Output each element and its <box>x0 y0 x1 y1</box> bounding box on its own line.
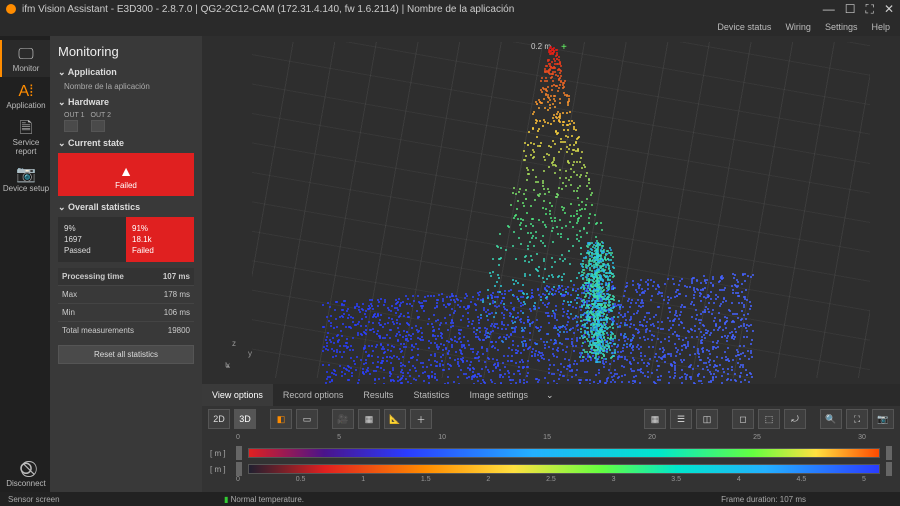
pointcloud-canvas[interactable]: 0.2 m + z y x ↳ <box>202 36 900 384</box>
toggle-2d[interactable]: 2D <box>208 409 230 429</box>
panel-title: Monitoring <box>58 44 194 59</box>
tool-select-icon[interactable]: ▭ <box>296 409 318 429</box>
disconnect-icon: ⭘⃠ <box>2 461 50 479</box>
status-frame-duration: Frame duration: 107 ms <box>721 495 806 504</box>
menu-bar: Device status Wiring Settings Help <box>0 18 900 36</box>
view-list-icon[interactable]: ☰ <box>670 409 692 429</box>
tool-camera-icon[interactable]: 🎥 <box>332 409 354 429</box>
tab-image-settings[interactable]: Image settings <box>459 384 538 406</box>
status-left: Sensor screen <box>8 495 198 504</box>
row-min: Min106 ms <box>58 303 194 321</box>
menu-help[interactable]: Help <box>871 22 890 32</box>
color-scales: 051015202530 [ m ] [ m ] 00.511.522.533.… <box>202 432 900 492</box>
scale-handle-right[interactable] <box>886 446 892 460</box>
fullscreen-button[interactable]: ⛶ <box>866 2 874 17</box>
view-cube-icon[interactable]: ⬚ <box>758 409 780 429</box>
rail-service-report[interactable]: 🗎 Service report <box>0 114 50 160</box>
tool-grid-icon[interactable]: ▦ <box>358 409 380 429</box>
app-icon <box>6 4 16 14</box>
view-split-icon[interactable]: ◫ <box>696 409 718 429</box>
monitor-icon: 🖵 <box>2 46 50 64</box>
row-proc-time: Processing time107 ms <box>58 268 194 285</box>
menu-wiring[interactable]: Wiring <box>785 22 811 32</box>
title-bar: ifm Vision Assistant - E3D300 - 2.8.7.0 … <box>0 0 900 18</box>
reset-stats-button[interactable]: Reset all statistics <box>58 345 194 364</box>
close-button[interactable]: ✕ <box>884 2 894 17</box>
menu-settings[interactable]: Settings <box>825 22 858 32</box>
scale-bottom-bar[interactable] <box>248 464 880 474</box>
tool-add-icon[interactable]: ＋ <box>410 409 432 429</box>
report-icon: 🗎 <box>2 120 50 138</box>
minimize-button[interactable]: — <box>823 2 835 17</box>
zoom-icon[interactable]: 🔍 <box>820 409 842 429</box>
section-application[interactable]: Application <box>58 67 194 78</box>
tool-cube-icon[interactable]: ◧ <box>270 409 292 429</box>
scale-handle-left[interactable] <box>236 446 242 460</box>
tabs-collapse-icon[interactable]: ⌄ <box>538 390 562 401</box>
toggle-3d[interactable]: 3D <box>234 409 256 429</box>
rail-application[interactable]: A⁞ Application <box>0 77 50 114</box>
state-failed-banner: ▲ Failed <box>58 153 194 196</box>
window-title: ifm Vision Assistant - E3D300 - 2.8.7.0 … <box>22 4 823 15</box>
maximize-button[interactable]: ☐ <box>845 2 856 17</box>
rail-monitor[interactable]: 🖵 Monitor <box>0 40 50 77</box>
view-grid-icon[interactable]: ▦ <box>644 409 666 429</box>
rail-device-setup[interactable]: 📷 Device setup <box>0 160 50 197</box>
left-rail: 🖵 Monitor A⁞ Application 🗎 Service repor… <box>0 36 50 492</box>
stats-failed: 91%18.1kFailed <box>126 217 194 262</box>
scale-top-ticks: 051015202530 <box>236 434 866 444</box>
row-max: Max178 ms <box>58 285 194 303</box>
scale2-handle-right[interactable] <box>886 462 892 476</box>
menu-device-status[interactable]: Device status <box>717 22 771 32</box>
row-total: Total measurements19800 <box>58 321 194 339</box>
section-overall-stats[interactable]: Overall statistics <box>58 202 194 213</box>
viewer-tabs: View options Record options Results Stat… <box>202 384 900 406</box>
view-box-icon[interactable]: ◻ <box>732 409 754 429</box>
scale-top-bar[interactable] <box>248 448 880 458</box>
section-current-state[interactable]: Current state <box>58 138 194 149</box>
status-bar: Sensor screen Normal temperature. Frame … <box>0 492 900 506</box>
tab-record-options[interactable]: Record options <box>273 384 354 406</box>
monitoring-panel: Monitoring Application Nombre de la apli… <box>50 36 202 492</box>
tab-statistics[interactable]: Statistics <box>403 384 459 406</box>
tool-measure-icon[interactable]: 📐 <box>384 409 406 429</box>
out2-indicator: OUT 2 <box>91 112 112 132</box>
tab-results[interactable]: Results <box>353 384 403 406</box>
application-name: Nombre de la aplicación <box>58 82 194 91</box>
view-rotate-icon[interactable]: ⤾ <box>784 409 806 429</box>
fit-icon[interactable]: ⛶ <box>846 409 868 429</box>
viewer-toolbar: 2D 3D ◧ ▭ 🎥 ▦ 📐 ＋ ▦ ☰ ◫ ◻ ⬚ ⤾ 🔍 ⛶ 📷 <box>202 406 900 432</box>
viewer-area: 0.2 m + z y x ↳ View options Record opti… <box>202 36 900 492</box>
tab-view-options[interactable]: View options <box>202 384 273 406</box>
stats-passed: 9%1697Passed <box>58 217 126 262</box>
status-temperature: Normal temperature. <box>224 495 304 504</box>
application-icon: A⁞ <box>2 83 50 101</box>
out1-indicator: OUT 1 <box>64 112 85 132</box>
section-hardware[interactable]: Hardware <box>58 97 194 108</box>
scale-bottom-ticks: 00.511.522.533.544.55 <box>236 476 866 486</box>
rail-disconnect[interactable]: ⭘⃠ Disconnect <box>0 455 50 492</box>
camera-icon: 📷 <box>2 166 50 184</box>
scale2-handle-left[interactable] <box>236 462 242 476</box>
snapshot-icon[interactable]: 📷 <box>872 409 894 429</box>
warning-icon: ▲ <box>58 163 194 179</box>
